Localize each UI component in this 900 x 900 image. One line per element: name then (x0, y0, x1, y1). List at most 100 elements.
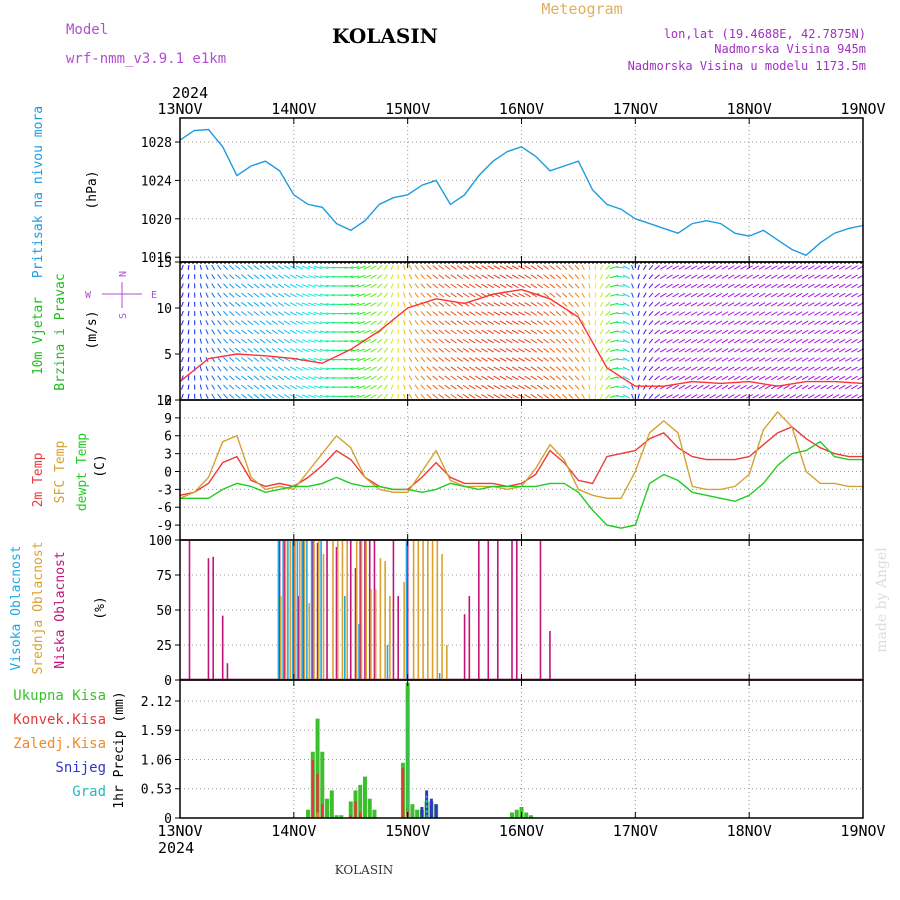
wind-arrow (456, 311, 463, 316)
wind-arrow (211, 310, 216, 317)
wind-arrow (205, 264, 209, 271)
wind-arrow (283, 394, 291, 399)
wind-arrow (654, 283, 661, 289)
wind-arrow (832, 302, 840, 307)
wind-arrow (783, 283, 791, 289)
wind-arrow (715, 375, 723, 381)
wind-arrow (543, 320, 550, 326)
wind-arrow (187, 320, 190, 326)
wind-arrow (844, 357, 852, 362)
wind-arrow (678, 311, 686, 316)
wind-arrow (426, 311, 432, 317)
wind-arrow (654, 393, 661, 399)
compass-east: E (151, 290, 157, 301)
wind-arrow (414, 393, 419, 399)
wind-arrow (289, 311, 297, 316)
wind-arrow (325, 367, 335, 370)
wind-arrow (325, 266, 335, 269)
wind-arrow (832, 366, 840, 371)
wind-arrow (574, 329, 580, 335)
wind-arrow (187, 274, 190, 280)
wind-arrow (456, 357, 463, 362)
wind-arrow (530, 274, 538, 280)
compass-west: W (85, 290, 92, 301)
wind-arrow (746, 292, 754, 298)
wind-arrow (390, 375, 394, 381)
wind-arrow (637, 366, 640, 372)
precip_total-bar (410, 804, 415, 818)
wind-arrow (758, 348, 766, 353)
wind-arrow (370, 366, 377, 371)
wind-arrow (555, 393, 562, 399)
wind-arrow (518, 274, 525, 279)
wind-arrow (764, 357, 772, 362)
wind-arrow (426, 347, 432, 353)
wind-arrow (344, 395, 354, 398)
wind-arrow (426, 366, 432, 372)
wind-arrow (672, 292, 680, 298)
wind-arrow (562, 384, 568, 390)
wind-arrow (715, 274, 723, 279)
wind-arrow (493, 311, 501, 316)
wind-arrow (648, 366, 654, 372)
wind-arrow (414, 301, 419, 307)
wind-arrow (283, 265, 291, 270)
wind-arrow (588, 393, 591, 399)
wind-arrow (505, 320, 513, 325)
wind-arrow (414, 329, 419, 335)
wind-arrow (727, 329, 735, 335)
wind-arrow (543, 265, 550, 270)
wind-arrow (505, 274, 513, 279)
wind-arrow (414, 384, 419, 390)
wind-arrow (199, 366, 202, 372)
precip-legend-item: Zaledj.Kisa (13, 736, 106, 752)
wind-arrow (543, 357, 550, 362)
wind-arrow (462, 320, 470, 326)
wind-arrow (643, 283, 647, 289)
date-label-top: 15NOV (385, 100, 430, 118)
wind-arrow (690, 366, 698, 371)
wind-arrow (555, 357, 562, 362)
wind-arrow (574, 393, 580, 399)
wind-arrow (301, 265, 310, 270)
wind-arrow (807, 292, 815, 298)
wind-arrow (562, 283, 568, 289)
wind-arrow (851, 320, 858, 325)
wind-arrow (783, 302, 791, 307)
wind-arrow (247, 366, 254, 372)
wind-arrow (344, 321, 354, 324)
wind-arrow (666, 329, 673, 335)
wind-arrow (594, 384, 597, 390)
wind-arrow (659, 283, 667, 289)
wind-arrow (265, 274, 272, 280)
wind-arrow (672, 329, 680, 335)
snow-bar (425, 790, 429, 818)
wind-arrow (180, 338, 184, 344)
wind-arrow (493, 338, 501, 344)
wind-arrow (462, 384, 470, 390)
wind-arrow (605, 265, 611, 271)
wind-arrow (555, 366, 562, 372)
wind-arrow (746, 274, 754, 279)
wind-arrow (319, 367, 329, 371)
wind-arrow (696, 366, 704, 371)
wind-arrow (631, 375, 634, 381)
wind-arrow (678, 357, 686, 362)
y-tick-label: 0 (164, 674, 172, 689)
wind-arrow (301, 339, 310, 344)
wind-arrow (643, 329, 647, 335)
wind-arrow (475, 348, 482, 353)
wind-arrow (783, 394, 791, 399)
wind-arrow (588, 384, 591, 390)
wind-arrow (659, 338, 667, 344)
wind-arrow (622, 292, 630, 298)
wind-arrow (838, 283, 846, 289)
wind-arrow (574, 366, 580, 372)
wind-arrow (253, 329, 260, 335)
wind-arrow (727, 375, 735, 381)
wind-arrow (432, 274, 439, 280)
wind-arrow (648, 329, 654, 335)
wind-arrow (450, 311, 457, 316)
y-tick-label: 2.12 (141, 695, 172, 710)
wind-arrow (807, 283, 815, 289)
